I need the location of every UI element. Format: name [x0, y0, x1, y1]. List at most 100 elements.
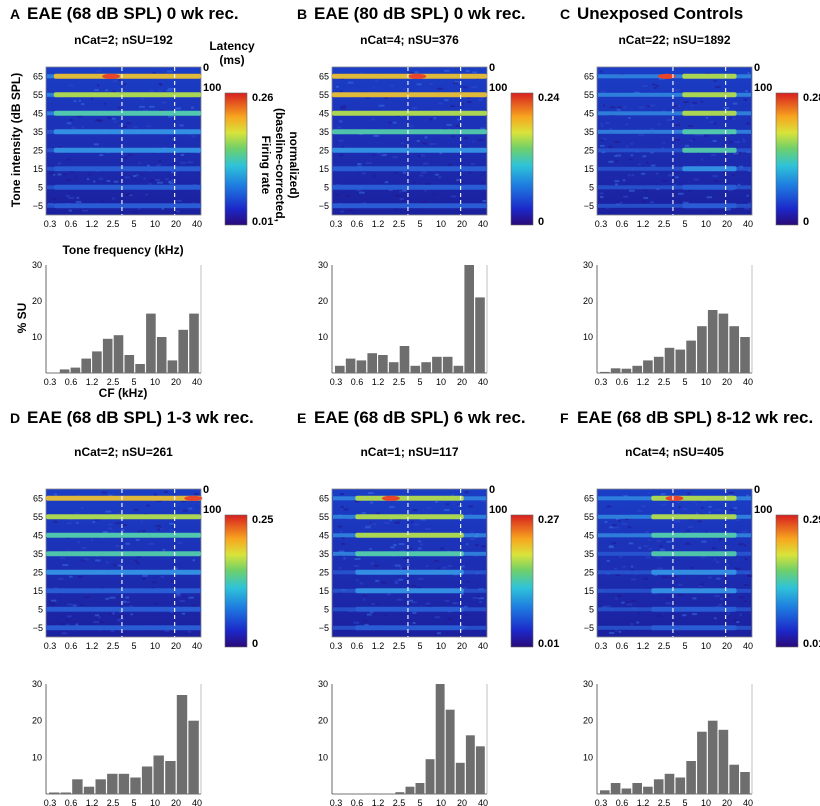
heatmap-noise: [638, 546, 642, 549]
bar-y-tick-label: 30: [583, 679, 593, 689]
x-tick-label: 2.5: [658, 641, 671, 651]
heatmap-noise: [52, 96, 55, 98]
heatmap-noise: [83, 595, 90, 598]
heatmap-noise: [675, 123, 680, 126]
heatmap-noise: [371, 118, 375, 121]
histogram-bar: [165, 761, 176, 794]
y-tick-label: 45: [584, 530, 594, 540]
heatmap-noise: [725, 208, 731, 211]
y-tick-label: 15: [33, 164, 43, 174]
heatmap-noise: [356, 189, 362, 192]
heatmap-noise: [600, 70, 603, 73]
heatmap-noise: [80, 604, 84, 607]
heatmap-noise: [606, 505, 612, 508]
heatmap-noise: [625, 601, 630, 604]
heatmap-noise: [480, 127, 486, 130]
x-tick-label: 2.5: [658, 219, 671, 229]
heatmap-noise: [367, 492, 374, 494]
x-tick-label: 20: [171, 641, 181, 651]
heatmap-noise: [383, 614, 387, 617]
heatmap-noise: [440, 547, 444, 550]
heatmap-noise: [618, 630, 621, 633]
heatmap-noise: [678, 583, 683, 586]
x-tick-label: 1.2: [86, 641, 99, 651]
heatmap-noise: [418, 540, 422, 543]
heatmap-noise: [392, 156, 398, 159]
heatmap-noise: [374, 602, 378, 605]
bar-y-tick-label: 30: [32, 679, 42, 689]
heatmap-noise: [709, 210, 714, 213]
heatmap-noise: [91, 539, 94, 542]
heatmap-noise: [616, 154, 621, 157]
heatmap-noise: [372, 86, 376, 89]
heatmap-noise: [690, 566, 694, 569]
bar-x-tick-label: 5: [131, 377, 136, 387]
heatmap-band: [682, 73, 737, 79]
heatmap-noise: [652, 83, 656, 86]
heatmap-noise: [340, 493, 344, 496]
y-tick-label: 5: [589, 604, 594, 614]
histogram-bar: [453, 365, 464, 373]
histogram-bar: [729, 764, 739, 794]
heatmap-noise: [446, 123, 452, 126]
heatmap-noise: [359, 201, 365, 204]
heatmap-noise: [92, 521, 96, 524]
heatmap-noise: [682, 614, 687, 617]
heatmap-noise: [614, 567, 617, 570]
heatmap-noise: [75, 623, 79, 626]
heatmap-noise: [340, 107, 346, 110]
y-tick-label: 25: [33, 145, 43, 155]
heatmap-noise: [700, 583, 704, 586]
heatmap-noise: [469, 531, 474, 534]
heatmap-noise: [67, 158, 71, 161]
heatmap-noise: [604, 121, 610, 124]
heatmap-noise: [713, 122, 717, 125]
heatmap-noise: [737, 151, 742, 154]
heatmap-band-base: [598, 129, 751, 134]
heatmap-noise: [637, 611, 641, 614]
bar-x-tick-label: 20: [171, 377, 181, 387]
heatmap-noise: [604, 521, 608, 523]
heatmap-noise: [429, 82, 433, 85]
histogram-bar: [188, 720, 199, 794]
heatmap-noise: [732, 102, 738, 105]
heatmap-noise: [743, 600, 747, 603]
histogram-bar: [167, 360, 178, 373]
heatmap-noise: [76, 521, 79, 524]
heatmap-noise: [389, 506, 395, 508]
colorbar-min: 0: [252, 638, 258, 650]
heatmap-noise: [148, 542, 154, 545]
heatmap-noise: [158, 82, 162, 85]
heatmap-noise: [132, 175, 137, 177]
histogram-bar: [146, 313, 156, 373]
heatmap-noise: [676, 501, 681, 504]
heatmap-noise: [136, 562, 140, 565]
heatmap-noise: [394, 208, 399, 211]
heatmap-noise: [130, 613, 133, 616]
heatmap-noise: [713, 180, 719, 182]
histogram-bar: [600, 790, 610, 794]
heatmap-noise: [481, 500, 487, 503]
heatmap-noise: [715, 86, 721, 89]
heatmap-band: [682, 110, 737, 116]
heatmap-noise: [347, 209, 354, 212]
heatmap-noise: [140, 520, 144, 523]
heatmap-noise: [113, 120, 117, 123]
histogram-bar: [102, 338, 113, 373]
heatmap-noise: [138, 207, 141, 210]
latency-tick-0: 0: [754, 484, 760, 496]
heatmap-band: [53, 129, 202, 135]
heatmap-noise: [366, 524, 372, 527]
heatmap-noise: [169, 182, 176, 185]
heatmap-noise: [744, 558, 748, 560]
heatmap-noise: [143, 177, 146, 180]
heatmap-noise: [123, 91, 127, 93]
y-tick-label: 65: [584, 493, 594, 503]
bar-x-tick-label: 2.5: [658, 798, 671, 806]
heatmap-noise: [169, 611, 174, 614]
heatmap-noise: [170, 580, 175, 583]
heatmap-noise: [450, 105, 456, 108]
heatmap-noise: [692, 500, 696, 503]
heatmap-noise: [70, 119, 73, 122]
heatmap-noise: [727, 188, 734, 191]
